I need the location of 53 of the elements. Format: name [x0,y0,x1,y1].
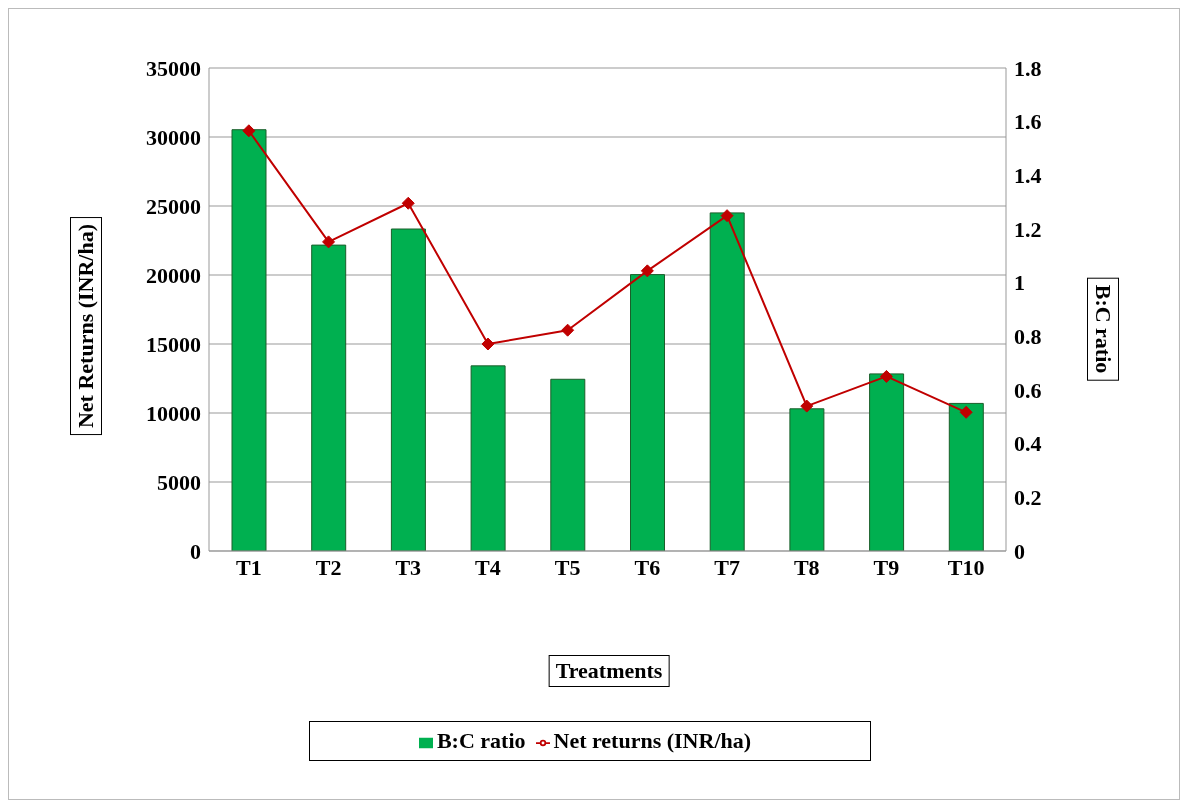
legend-label: B:C ratio [436,728,526,753]
x-tick-label: T10 [947,554,985,580]
x-tick-label: T7 [714,554,740,580]
y-tick-label: 10000 [146,400,201,426]
y2-tick-label: 1 [1014,270,1025,296]
x-tick-label: T1 [236,554,262,580]
point [800,399,814,413]
point [242,124,256,138]
y2-tick-label: 0.6 [1014,377,1042,403]
y2-tick-label: 1.2 [1014,216,1042,242]
x-tick-label: T5 [554,554,581,580]
point [640,264,654,278]
y2-tick-label: 1.4 [1014,163,1042,189]
y2-tick-label: 0.2 [1014,485,1042,511]
bar [789,408,825,551]
x-tick-label: T6 [634,554,661,580]
y-tick-label: 35000 [146,55,201,81]
y2-tick-label: 1.8 [1014,55,1042,81]
point [959,405,973,419]
point [720,209,734,223]
point [401,196,415,210]
bar [709,212,745,551]
y-tick-label: 25000 [146,193,201,219]
point [561,323,575,337]
bar [470,365,506,551]
y-axis-title: Net Returns (INR/ha) [70,216,102,436]
bar [630,274,665,551]
bar [948,402,984,551]
y2-axis-title: B:C ratio [1087,277,1119,381]
x-tick-label: T2 [315,554,342,580]
bar [869,373,905,551]
x-tick-label: T9 [873,554,900,580]
y-tick-label: 0 [190,538,201,564]
y2-tick-label: 0.8 [1014,324,1042,350]
point [481,337,495,351]
bar [311,244,347,551]
x-axis-title: Treatments [548,655,670,687]
legend-label: Net returns (INR/ha) [553,728,752,753]
y2-tick-label: 0 [1014,538,1025,564]
x-tick-label: T8 [793,554,820,580]
point [879,369,893,383]
y-tick-label: 30000 [146,124,201,150]
bar [231,129,267,551]
x-tick-label: T3 [395,554,422,580]
bar [390,228,426,551]
y-tick-label: 5000 [157,469,201,495]
y2-tick-label: 0.4 [1014,431,1042,457]
x-tick-label: T4 [475,554,501,580]
bar [550,378,586,551]
y-tick-label: 20000 [146,262,201,288]
point [322,235,336,249]
y-tick-label: 15000 [146,331,201,357]
y2-tick-label: 1.6 [1014,109,1042,135]
